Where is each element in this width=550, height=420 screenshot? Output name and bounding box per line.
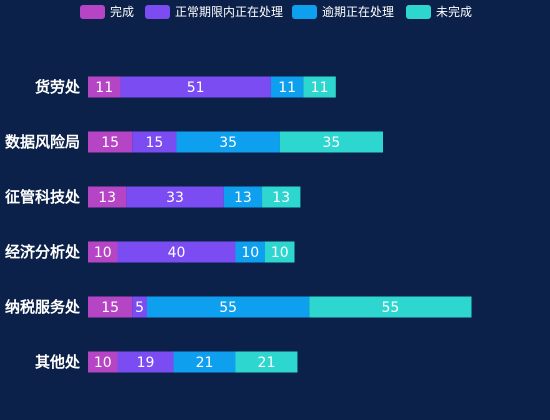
bar-value-4-0: 15 [101, 300, 119, 316]
bar-0-3[interactable] [303, 76, 336, 98]
bar-4-0[interactable] [88, 296, 133, 318]
bar-value-0-3: 11 [311, 80, 329, 96]
bar-1-0[interactable] [88, 131, 133, 153]
bar-value-4-3: 55 [381, 300, 399, 316]
bar-value-1-3: 35 [322, 135, 340, 151]
category-label-4: 纳税服务处 [5, 298, 81, 316]
bar-0-1[interactable] [120, 76, 271, 98]
bar-2-1[interactable] [126, 186, 224, 208]
bar-2-0[interactable] [88, 186, 127, 208]
bar-5-2[interactable] [173, 351, 236, 373]
bar-value-0-0: 11 [95, 80, 113, 96]
bar-value-3-0: 10 [94, 245, 112, 261]
bar-4-3[interactable] [309, 296, 472, 318]
bar-3-1[interactable] [117, 241, 236, 263]
bar-value-1-2: 35 [219, 135, 237, 151]
legend-swatch-0[interactable] [80, 5, 105, 19]
category-label-3: 经济分析处 [5, 243, 81, 261]
legend-swatch-2[interactable] [292, 5, 317, 19]
legend-swatch-1[interactable] [145, 5, 170, 19]
bar-value-3-3: 10 [271, 245, 289, 261]
bar-value-5-1: 19 [137, 355, 155, 371]
legend-label-0[interactable]: 完成 [110, 4, 134, 19]
bar-value-5-3: 21 [258, 355, 276, 371]
bar-value-1-0: 15 [101, 135, 119, 151]
bar-4-1[interactable] [132, 296, 147, 318]
bar-value-2-3: 13 [272, 190, 290, 206]
bar-value-2-1: 33 [166, 190, 184, 206]
legend-label-2[interactable]: 逾期正在处理 [322, 4, 394, 19]
legend-swatch-3[interactable] [406, 5, 431, 19]
category-label-5: 其他处 [35, 353, 81, 371]
legend-label-1[interactable]: 正常期限内正在处理 [175, 5, 283, 19]
bar-value-4-1: 5 [135, 300, 144, 316]
bar-value-0-2: 11 [278, 80, 296, 96]
bar-5-1[interactable] [117, 351, 174, 373]
bar-value-3-2: 10 [241, 245, 259, 261]
bar-value-2-0: 13 [98, 190, 116, 206]
bar-value-4-2: 55 [219, 300, 237, 316]
bars [88, 76, 472, 373]
bar-value-1-1: 15 [145, 135, 163, 151]
category-label-1: 数据风险局 [5, 133, 80, 151]
category-label-2: 征管科技处 [5, 188, 81, 206]
bar-2-2[interactable] [223, 186, 263, 208]
bar-0-2[interactable] [270, 76, 304, 98]
legend-label-3[interactable]: 未完成 [436, 4, 472, 19]
bar-1-1[interactable] [132, 131, 177, 153]
bar-value-3-1: 40 [168, 245, 186, 261]
bar-3-3[interactable] [265, 241, 295, 263]
bar-5-3[interactable] [235, 351, 298, 373]
bar-5-0[interactable] [88, 351, 118, 373]
bar-value-5-2: 21 [196, 355, 214, 371]
labels: 货劳处 11 51 11 11 数据风险局 15 15 35 35 征管科技处 13 33 13 13 经济分… [5, 78, 399, 371]
bar-2-3[interactable] [262, 186, 301, 208]
bar-1-3[interactable] [279, 131, 383, 153]
bar-value-0-1: 51 [187, 80, 205, 96]
legend: 完成 正常期限内正在处理 逾期正在处理 未完成 [80, 4, 472, 19]
category-label-0: 货劳处 [35, 78, 81, 96]
bar-value-5-0: 10 [94, 355, 112, 371]
bar-3-0[interactable] [88, 241, 118, 263]
bar-1-2[interactable] [176, 131, 280, 153]
bar-3-2[interactable] [235, 241, 266, 263]
bar-4-2[interactable] [147, 296, 310, 318]
bar-value-2-2: 13 [234, 190, 252, 206]
bar-0-0[interactable] [88, 76, 121, 98]
